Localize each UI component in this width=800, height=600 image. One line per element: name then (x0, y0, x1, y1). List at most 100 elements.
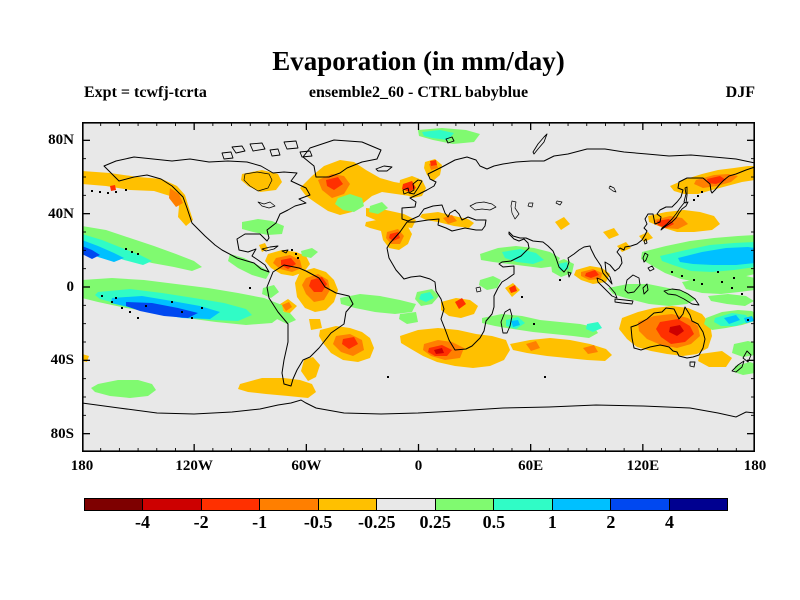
island-speck (99, 191, 101, 193)
island-speck (731, 287, 733, 289)
anomaly-region (82, 246, 100, 259)
anomaly-region (434, 348, 444, 354)
island-coastline (567, 271, 572, 278)
anomaly-region (91, 380, 156, 398)
colorbar-level-label: -1 (252, 512, 268, 532)
island-coastline (663, 288, 700, 306)
island-speck (137, 317, 139, 319)
island-speck (681, 275, 683, 277)
anomaly-region (617, 242, 631, 252)
y-tick-label: 80N (48, 132, 74, 149)
colorbar-segment (494, 499, 553, 510)
lake-outline (527, 202, 534, 208)
colorbar-level-label: 1 (547, 512, 557, 532)
coastline (630, 306, 706, 359)
coastline (386, 148, 755, 351)
island-coastline (261, 245, 279, 252)
island-speck (101, 295, 103, 297)
anomaly-region (126, 302, 198, 318)
island-coastline (269, 148, 281, 157)
colorbar-level-label: -4 (135, 512, 151, 532)
x-tick-label: 120W (175, 458, 213, 474)
island-coastline (660, 201, 689, 231)
x-tick-label: 60W (291, 458, 322, 474)
colorbar-level-label: 4 (664, 512, 674, 532)
island-speck (107, 192, 109, 194)
island-coastline (375, 165, 393, 172)
colorbar-level-label: -0.25 (357, 512, 396, 532)
island-coastline (642, 252, 649, 263)
colorbar-level-label: 0.5 (482, 512, 506, 532)
anomaly-region (82, 226, 202, 271)
y-tick-label: 40N (48, 205, 74, 222)
colorbar-segment (552, 499, 612, 510)
anomaly-region (419, 292, 434, 302)
island-speck (387, 376, 389, 378)
island-speck (291, 249, 293, 251)
anomaly-region (698, 351, 732, 367)
anomaly-region (340, 294, 416, 314)
anomaly-region (443, 215, 457, 224)
island-coastline (283, 140, 299, 150)
island-coastline (683, 186, 688, 204)
island-speck (181, 311, 183, 313)
anomaly-region (309, 277, 327, 292)
anomaly-region (228, 254, 270, 279)
y-tick-label: 40S (50, 352, 74, 369)
anomaly-region (389, 232, 400, 241)
colorbar-segment (318, 499, 378, 510)
colorbar-segment (85, 499, 144, 510)
anomaly-region (110, 185, 116, 191)
run-label: ensemble2_60 - CTRL babyblue (308, 84, 529, 101)
x-tick-label: 120E (626, 458, 660, 474)
anomaly-region (335, 194, 364, 212)
anomaly-region (301, 357, 320, 381)
island-coastline (299, 150, 313, 158)
island-speck (191, 317, 193, 319)
island-speck (741, 293, 743, 295)
x-tick-label: 0 (414, 458, 423, 474)
anomaly-region (724, 315, 740, 324)
anomaly-region (734, 362, 755, 375)
colorbar-level-label: 0.25 (419, 512, 452, 532)
colorbar-segment (377, 499, 436, 510)
island-speck (701, 283, 703, 285)
anomaly-region (282, 302, 292, 311)
coastline (103, 156, 311, 273)
island-coastline (624, 274, 641, 294)
island-coastline (642, 283, 649, 295)
anomaly-region (169, 188, 183, 207)
anomaly-region (526, 341, 540, 351)
island-speck (533, 323, 535, 325)
island-coastline (500, 308, 513, 334)
colorbar-segment (435, 499, 495, 510)
colorbar-segment (201, 499, 261, 510)
anomaly-region (583, 345, 598, 354)
world-map (82, 122, 755, 452)
lake-outline (475, 286, 482, 293)
island-speck (121, 307, 123, 309)
island-coastline (231, 145, 246, 154)
anomaly-region (301, 248, 318, 258)
anomaly-region (369, 202, 388, 214)
anomaly-region (669, 325, 684, 336)
island-speck (137, 253, 139, 255)
anomaly-region (479, 276, 501, 290)
colorbar-segment (260, 499, 319, 510)
colorbar-segment (143, 499, 202, 510)
lake-outline (510, 200, 520, 220)
anomaly-region (259, 243, 268, 252)
anomaly-region (326, 177, 343, 190)
anomaly-region (82, 171, 193, 226)
island-coastline (643, 238, 648, 245)
anomaly-region (262, 285, 279, 298)
island-speck (521, 296, 523, 298)
island-speck (131, 251, 133, 253)
island-coastline (689, 361, 696, 368)
island-speck (91, 190, 93, 192)
island-speck (145, 305, 147, 307)
map-frame (82, 122, 755, 452)
island-speck (115, 297, 117, 299)
anomaly-region (555, 217, 570, 230)
anomaly-region (300, 160, 414, 215)
